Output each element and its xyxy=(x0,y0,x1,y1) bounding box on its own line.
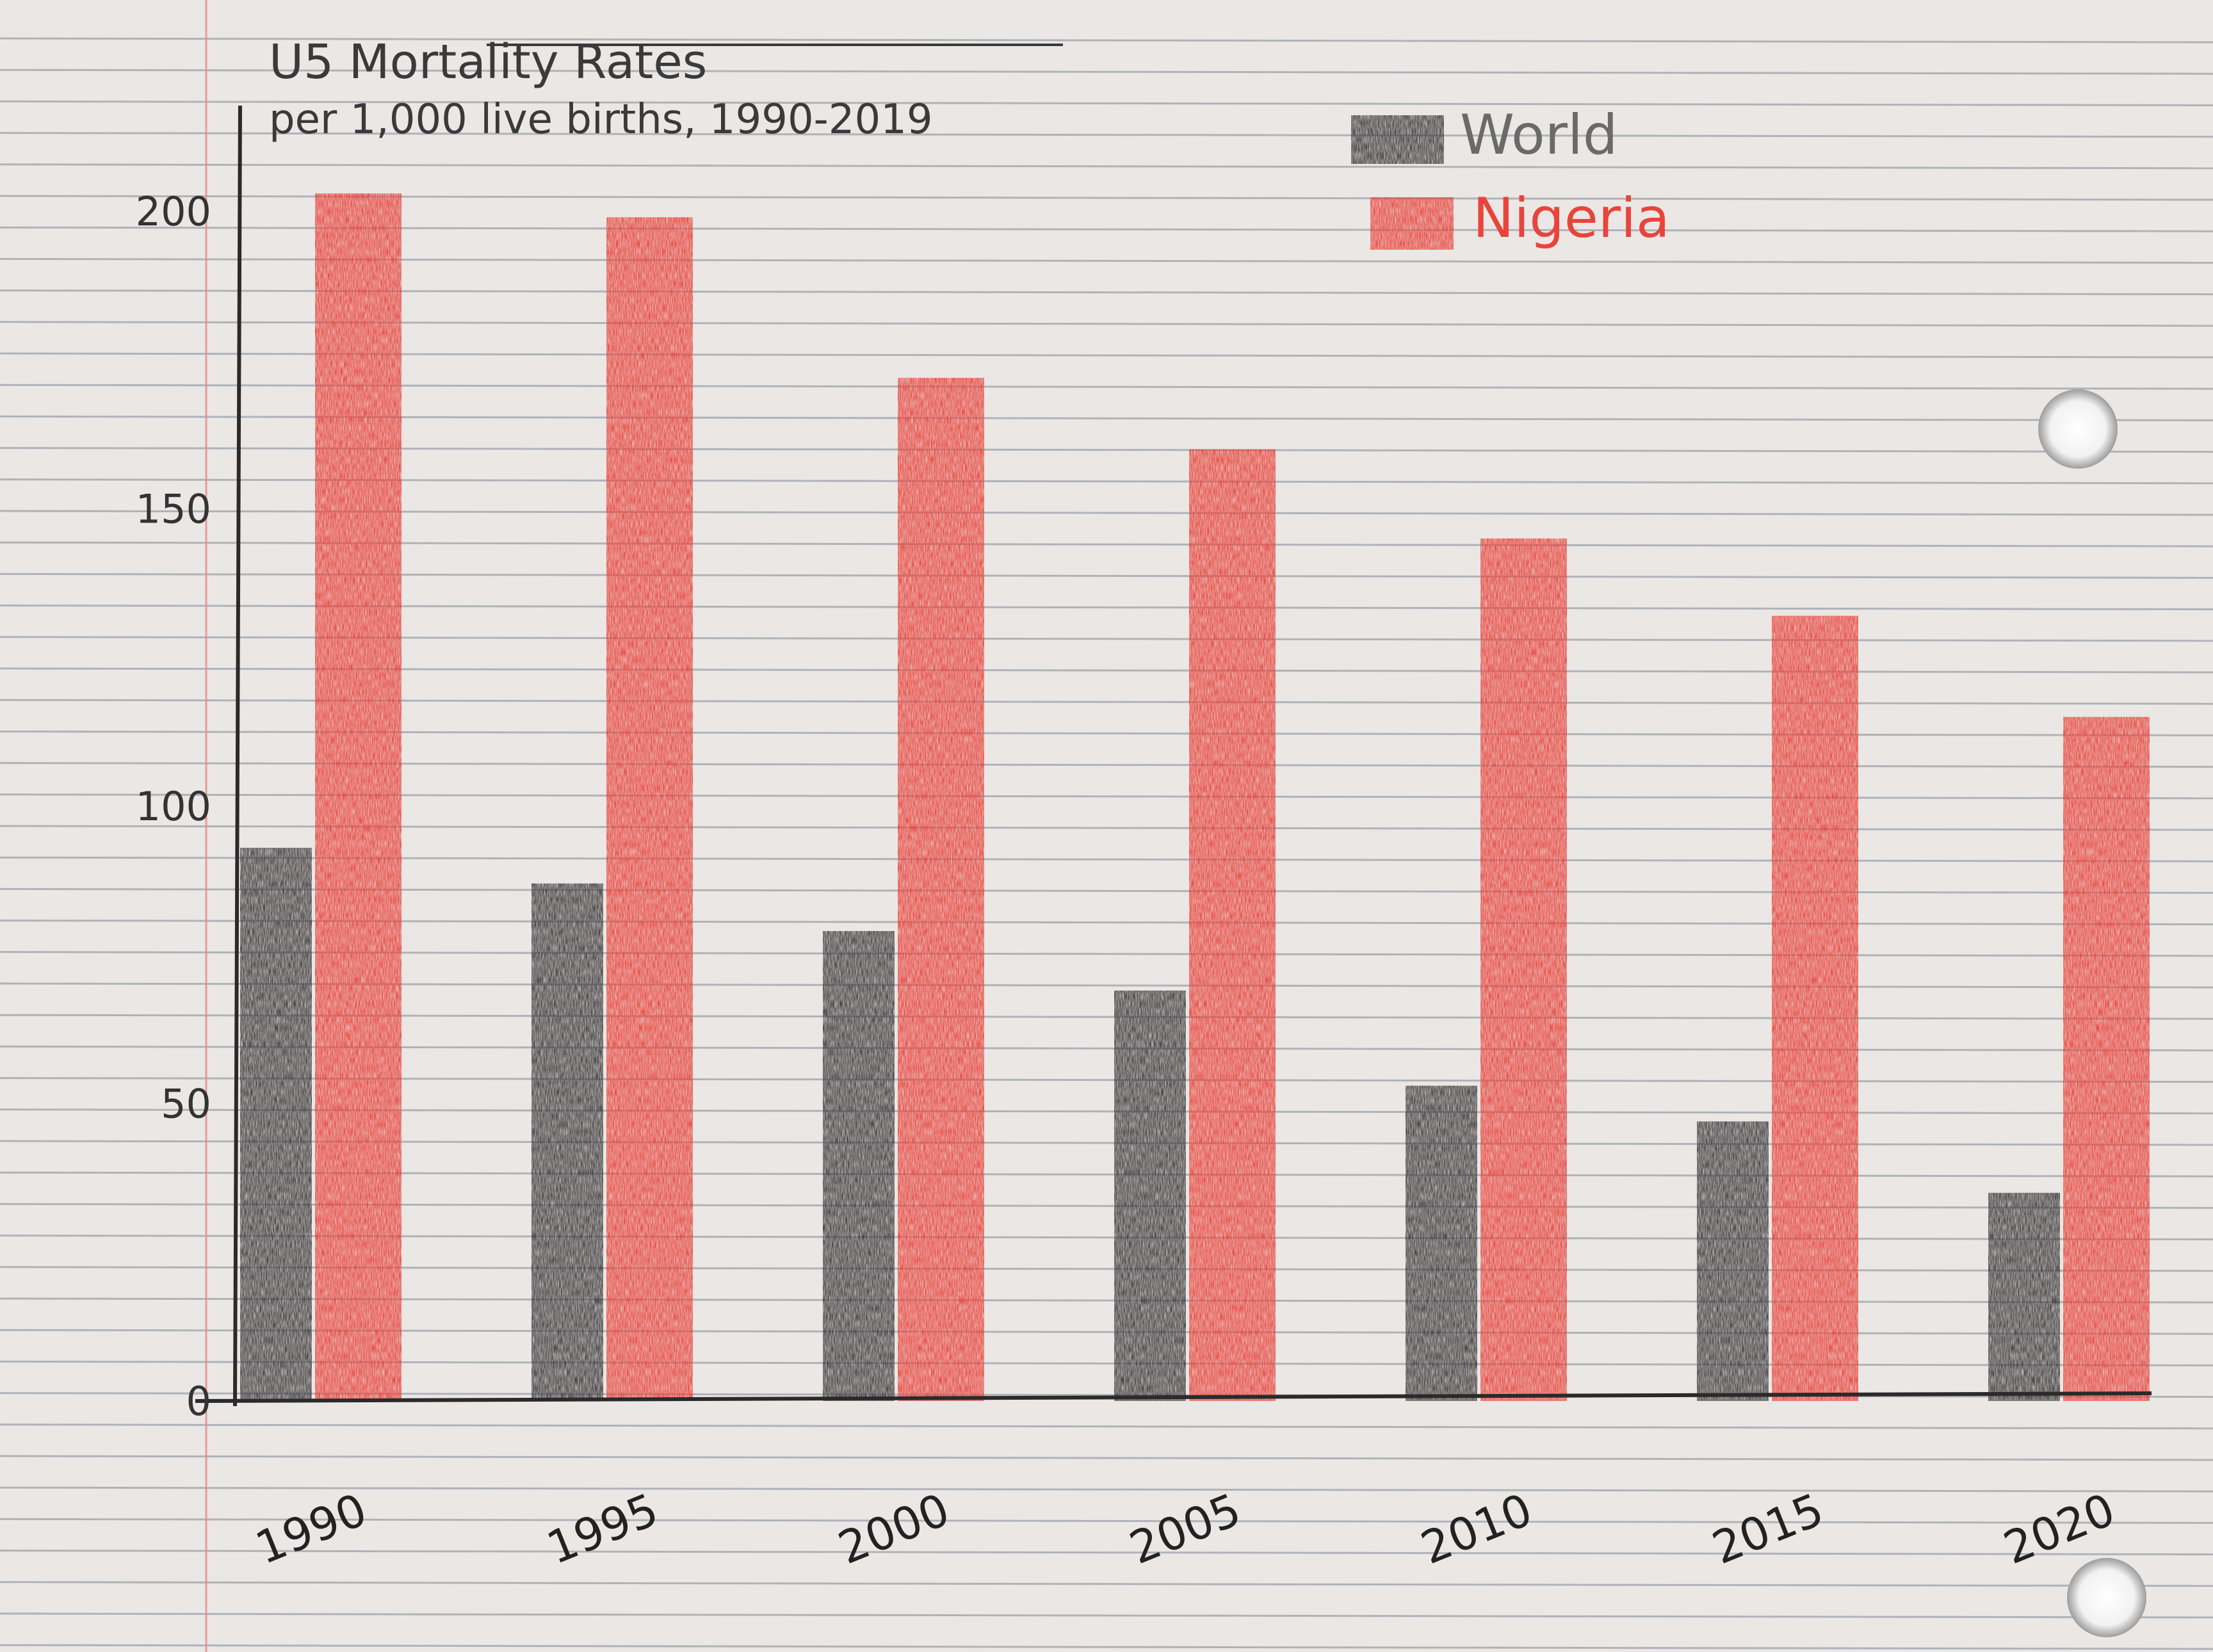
ruled-line-46 xyxy=(0,1486,2213,1493)
y-tick-label: 150 xyxy=(136,486,211,533)
bar-world-2020 xyxy=(1988,1192,2060,1401)
binder-hole-bottom xyxy=(2067,1558,2146,1637)
chart-subtitle: per 1,000 live births, 1990-2019 xyxy=(269,96,933,143)
bars-layer xyxy=(240,193,2150,1402)
y-tick-label: 0 xyxy=(186,1378,211,1425)
y-axis-line xyxy=(233,105,242,1407)
x-tick-label: 1995 xyxy=(540,1483,665,1575)
bar-nigeria-1990 xyxy=(315,193,401,1401)
x-tick-label: 2000 xyxy=(831,1483,957,1575)
bar-world-2010 xyxy=(1406,1085,1477,1401)
bar-nigeria-2020 xyxy=(2063,717,2150,1401)
y-tick-label: 50 xyxy=(161,1081,211,1128)
ruled-line-2 xyxy=(0,100,2213,106)
bar-nigeria-1995 xyxy=(606,217,693,1401)
legend-swatch-world xyxy=(1351,115,1444,164)
legend-label-nigeria: Nigeria xyxy=(1473,186,1670,250)
bar-nigeria-2000 xyxy=(898,378,984,1401)
bar-world-1995 xyxy=(531,883,603,1401)
ruled-line-0 xyxy=(0,37,2213,44)
ruled-line-51 xyxy=(0,1644,2213,1650)
chart-title: U5 Mortality Rates xyxy=(269,35,707,90)
ruled-line-44 xyxy=(0,1423,2213,1430)
bar-world-1990 xyxy=(240,848,312,1401)
bar-nigeria-2010 xyxy=(1480,538,1567,1402)
bar-world-2000 xyxy=(823,931,895,1401)
y-tick-label: 100 xyxy=(136,783,211,830)
bar-world-2005 xyxy=(1114,990,1186,1401)
y-tick-label: 200 xyxy=(136,188,211,235)
ruled-line-48 xyxy=(0,1550,2213,1556)
legend-swatch-nigeria xyxy=(1370,197,1454,250)
ruled-line-47 xyxy=(0,1518,2213,1524)
x-tick-label: 2005 xyxy=(1123,1483,1248,1575)
ruled-line-4 xyxy=(0,163,2213,170)
ruled-line-50 xyxy=(0,1612,2213,1619)
ruled-line-3 xyxy=(0,132,2213,138)
bar-nigeria-2005 xyxy=(1189,449,1276,1401)
axes-layer xyxy=(195,105,2152,1407)
ruled-line-1 xyxy=(0,69,2213,75)
x-tick-label: 2015 xyxy=(1705,1483,1831,1575)
legend-label-world: World xyxy=(1460,103,1617,167)
x-tick-label: 2010 xyxy=(1414,1483,1539,1575)
y-tick-labels: 0 50 100 150 200 xyxy=(136,188,211,1425)
x-tick-labels: 1990 1995 2000 2005 2010 2015 2020 xyxy=(248,1483,2122,1575)
ruled-line-49 xyxy=(0,1581,2213,1587)
bar-nigeria-2015 xyxy=(1772,615,1858,1401)
binder-hole-top xyxy=(2038,389,2118,469)
x-tick-label: 1990 xyxy=(248,1483,374,1575)
x-axis-line xyxy=(195,1391,2152,1403)
bar-world-2015 xyxy=(1697,1121,1769,1401)
ruled-line-45 xyxy=(0,1455,2213,1461)
legend: World Nigeria xyxy=(1351,103,1670,250)
